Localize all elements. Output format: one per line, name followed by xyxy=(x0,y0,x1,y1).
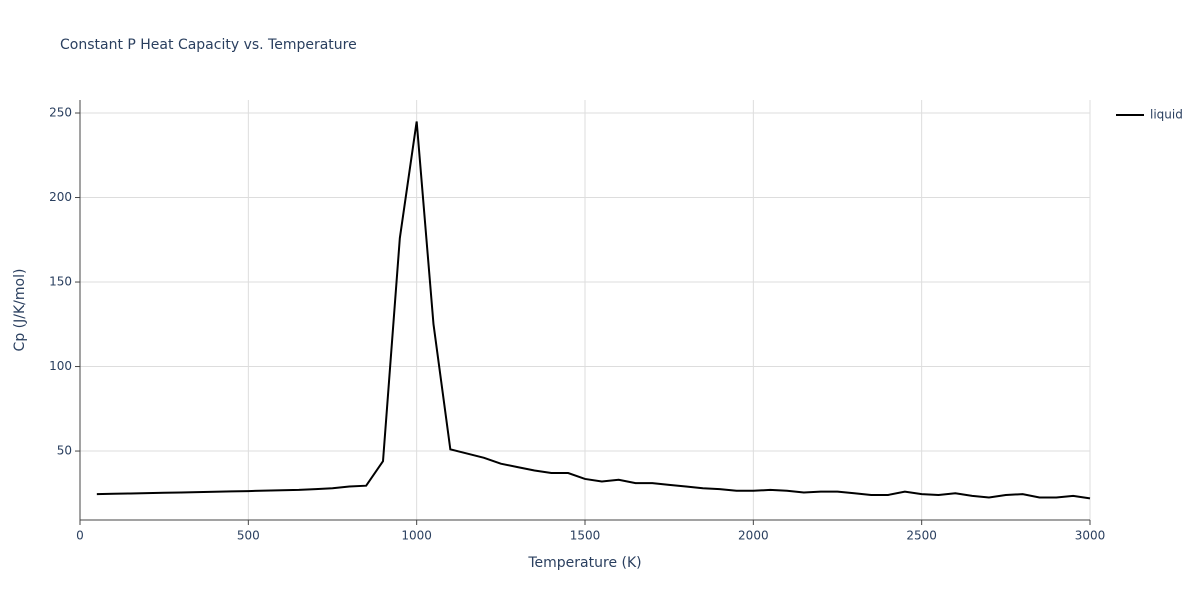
y-tick-label: 50 xyxy=(57,444,72,458)
x-tick-label: 2000 xyxy=(738,529,769,543)
x-tick-label: 3000 xyxy=(1075,529,1106,543)
chart-title: Constant P Heat Capacity vs. Temperature xyxy=(60,37,357,53)
x-tick-label: 1000 xyxy=(401,529,432,543)
x-axis-label: Temperature (K) xyxy=(527,555,641,571)
x-tick-label: 1500 xyxy=(570,529,601,543)
data-line xyxy=(96,121,1091,500)
legend-label: liquid xyxy=(1150,108,1183,122)
x-tick-label: 500 xyxy=(237,529,260,543)
x-tick-label: 2500 xyxy=(906,529,937,543)
y-tick-label: 150 xyxy=(49,275,72,289)
y-tick-label: 100 xyxy=(49,359,72,373)
y-tick-label: 250 xyxy=(49,106,72,120)
x-tick-label: 0 xyxy=(76,529,84,543)
y-tick-label: 200 xyxy=(49,190,72,204)
y-axis-label: Cp (J/K/mol) xyxy=(12,269,28,352)
